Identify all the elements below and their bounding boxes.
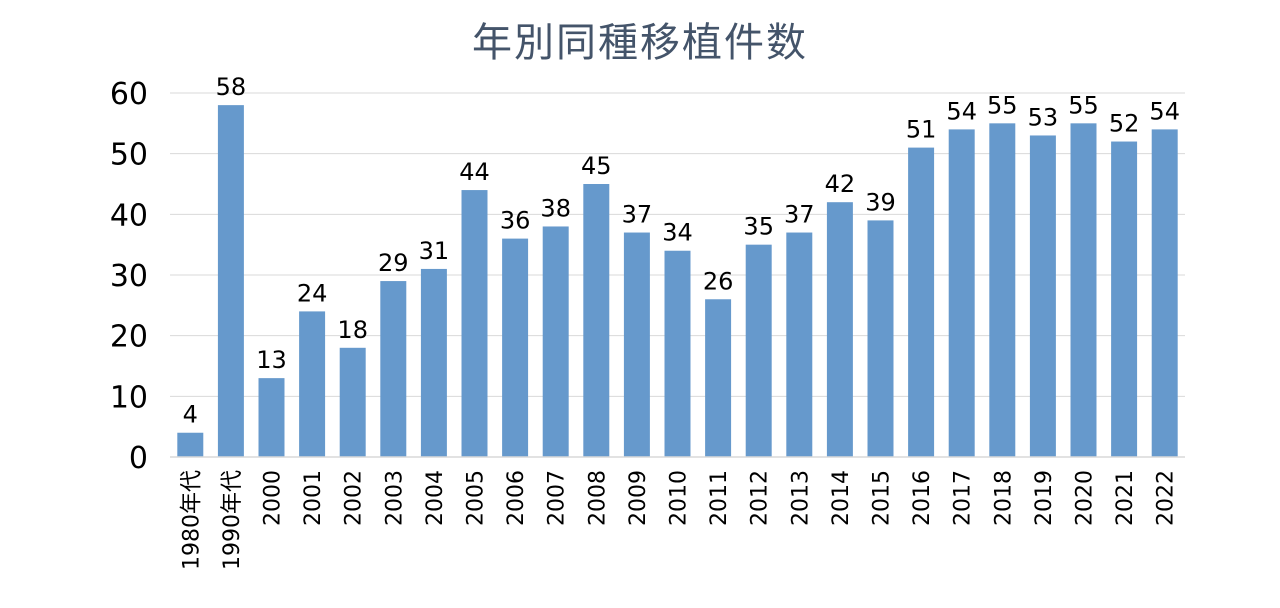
x-tick-label-2008: 2008 (585, 470, 610, 526)
bar-2022 (1151, 129, 1178, 457)
y-tick-label: 10 (110, 380, 148, 415)
data-label-2001: 24 (297, 279, 328, 307)
x-tick-label-2013: 2013 (788, 470, 813, 526)
x-tick-label-2006: 2006 (504, 470, 529, 526)
x-tick-label-2015: 2015 (870, 470, 895, 526)
y-tick-label: 60 (110, 77, 148, 112)
bar-2012 (745, 244, 772, 457)
data-label-2020: 55 (1068, 91, 1099, 119)
x-tick-label-2012: 2012 (748, 470, 773, 526)
data-label-1980年代: 4 (183, 401, 198, 429)
data-label-2015: 39 (865, 188, 896, 216)
data-label-2009: 37 (622, 201, 653, 229)
x-tick-label-2009: 2009 (626, 470, 651, 526)
bar-2003 (380, 281, 407, 457)
x-tick-label-1980年代: 1980年代 (179, 470, 204, 570)
data-label-2017: 54 (946, 97, 977, 125)
bar-2002 (339, 347, 366, 457)
bar-2015 (867, 220, 894, 457)
bar-2011 (705, 299, 732, 457)
data-label-2016: 51 (906, 116, 937, 144)
y-tick-label: 20 (110, 320, 148, 355)
bar-2021 (1111, 141, 1138, 458)
bar-2016 (908, 147, 935, 457)
data-label-2019: 53 (1028, 103, 1059, 131)
bar-2010 (664, 250, 691, 457)
y-tick-label: 40 (110, 198, 148, 233)
bar-2004 (420, 268, 447, 457)
bar-2014 (826, 202, 853, 457)
data-label-2012: 35 (743, 213, 774, 241)
x-tick-label-2018: 2018 (991, 470, 1016, 526)
data-label-2008: 45 (581, 152, 612, 180)
bar-2008 (583, 184, 610, 457)
data-label-2002: 18 (337, 316, 368, 344)
x-tick-label-2005: 2005 (464, 470, 489, 526)
x-tick-label-2007: 2007 (545, 470, 570, 526)
bar-1990年代 (217, 105, 244, 457)
x-tick-label-2022: 2022 (1154, 470, 1179, 526)
x-tick-label-2021: 2021 (1113, 470, 1138, 526)
data-label-2011: 26 (703, 267, 734, 295)
data-label-2010: 34 (662, 219, 693, 247)
bar-2009 (623, 232, 650, 457)
data-label-2006: 36 (500, 207, 531, 235)
x-tick-label-2004: 2004 (423, 470, 448, 526)
bar-2018 (989, 123, 1016, 457)
x-tick-label-2003: 2003 (382, 470, 407, 526)
chart-title: 年別同種移植件数 (472, 20, 808, 66)
data-label-2005: 44 (459, 158, 490, 186)
data-label-2003: 29 (378, 249, 409, 277)
x-tick-label-2010: 2010 (667, 470, 692, 526)
bar-2005 (461, 190, 488, 458)
y-tick-label: 30 (110, 259, 148, 294)
bar-2000 (258, 378, 285, 457)
data-label-2021: 52 (1109, 110, 1140, 138)
x-tick-label-2014: 2014 (829, 470, 854, 526)
data-label-2000: 13 (256, 346, 287, 374)
bar-1980年代 (177, 432, 204, 457)
bar-2020 (1070, 123, 1097, 457)
x-tick-label-2001: 2001 (301, 470, 326, 526)
data-label-1990年代: 58 (216, 73, 247, 101)
data-label-2018: 55 (987, 91, 1018, 119)
data-label-2014: 42 (825, 170, 856, 198)
x-tick-label-2016: 2016 (910, 470, 935, 526)
y-tick-label: 50 (110, 138, 148, 173)
data-label-2007: 38 (540, 194, 571, 222)
x-tick-label-1990年代: 1990年代 (220, 470, 245, 570)
x-tick-label-2019: 2019 (1032, 470, 1057, 526)
bar-2001 (299, 311, 326, 457)
data-label-2022: 54 (1149, 97, 1180, 125)
bar-2006 (502, 238, 529, 457)
bar-2007 (542, 226, 569, 457)
x-tick-label-2000: 2000 (261, 470, 286, 526)
bar-2019 (1029, 135, 1056, 457)
x-tick-label-2017: 2017 (951, 470, 976, 526)
data-label-2013: 37 (784, 201, 815, 229)
y-tick-label: 0 (129, 441, 148, 476)
data-label-2004: 31 (419, 237, 450, 265)
x-tick-label-2002: 2002 (342, 470, 367, 526)
x-tick-label-2020: 2020 (1073, 470, 1098, 526)
bar-2017 (948, 129, 975, 457)
x-tick-label-2011: 2011 (707, 470, 732, 526)
bar-2013 (786, 232, 813, 457)
